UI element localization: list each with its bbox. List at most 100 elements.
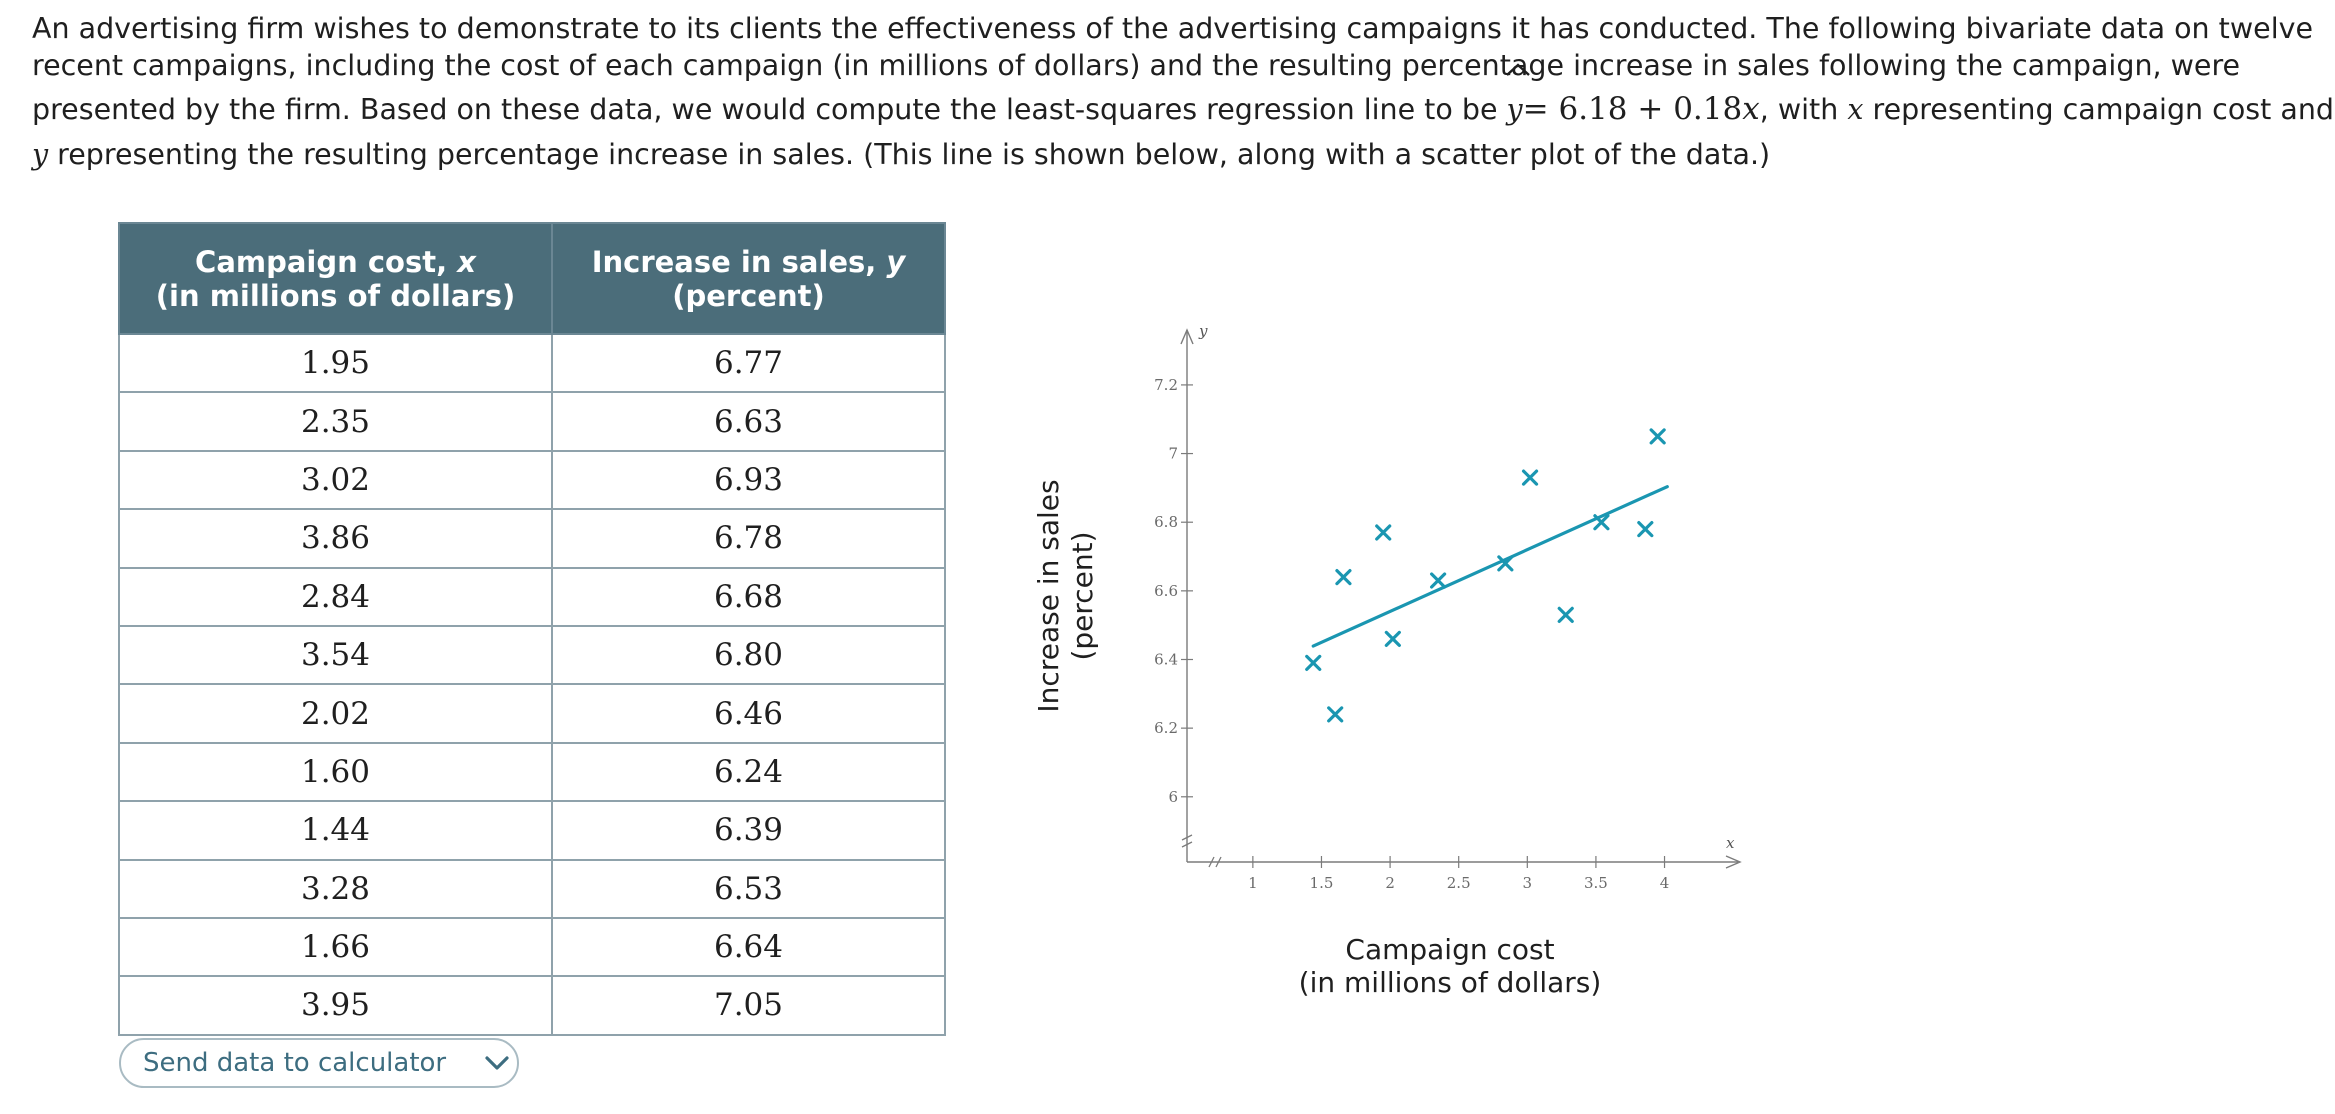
x-variable: x [1847,93,1864,126]
data-point-marker [1384,630,1401,648]
y-tick-label: 7 [1168,445,1178,463]
cell-y: 6.24 [551,741,946,803]
yhat-letter: y [1506,93,1523,126]
x-axis-break [1208,856,1222,868]
y-axis-break [1181,834,1193,848]
y-tick-label: 6.6 [1154,582,1178,600]
send-data-label: Send data to calculator [143,1048,447,1078]
regression-equation-yhat: y [1505,63,1530,128]
x-tick-label: 1 [1248,874,1258,892]
problem-line-3: presented by the firm. Based on these da… [32,63,2334,128]
data-point-marker [1557,606,1574,623]
header-sales-increase: Increase in sales, y (percent) [551,222,946,335]
problem-line-2: recent campaigns, including the cost of … [32,49,2241,82]
cell-x: 2.35 [118,391,553,452]
problem-line-4-text: representing the resulting percentage in… [57,138,1771,171]
regression-equation: = 6.18 + 0.18 [1522,91,1743,127]
cell-y: 6.77 [551,332,946,394]
table-row: 1.44 6.39 [118,800,946,861]
data-point-marker [1521,469,1539,486]
data-point-marker [1637,520,1654,538]
data-point-marker [1305,654,1322,672]
data-point-marker [1375,524,1392,541]
x-axis-var: x [1726,834,1735,852]
regression-line [1311,485,1669,648]
problem-statement: An advertising firm wishes to demonstrat… [32,10,2334,173]
header-x-label: Campaign cost, [195,244,458,279]
regression-equation-var: x [1742,91,1760,127]
table-row: 1.60 6.24 [118,741,946,803]
header-x-var: x [457,244,476,279]
cell-x: 3.02 [118,449,553,511]
y-axis-title-line-2: (percent) [1066,531,1099,660]
cell-x: 3.28 [118,858,553,919]
x-tick-label: 3 [1523,874,1533,892]
table-row: 1.66 6.64 [118,916,946,978]
data-table: Campaign cost, x (in millions of dollars)… [118,222,946,1036]
data-point-marker [1327,706,1344,723]
cell-y: 6.93 [551,449,946,511]
problem-line-4: y representing the resulting percentage … [32,136,2312,173]
chevron-down-icon [485,1056,509,1070]
cell-y: 6.64 [551,916,946,978]
scatter-chart: y x 1 1.5 2 2.5 3 3.5 4 6 6.2 6.4 6.6 6.8 7 7.2 Campaign… [1032,322,1742,999]
cell-x: 2.02 [118,683,553,744]
problem-line-3-text: presented by the firm. Based on these da… [32,93,1498,126]
y-axis-var: y [1198,322,1208,340]
hat-icon [1505,63,1530,76]
x-axis-title-line-2: (in millions of dollars) [1299,966,1602,999]
table-row: 3.02 6.93 [118,449,946,511]
data-point-marker [1593,514,1610,531]
y-tick-label: 7.2 [1154,376,1178,394]
header-x-unit: (in millions of dollars) [155,278,516,313]
x-tick-label: 3.5 [1584,874,1608,892]
x-tick-label: 1.5 [1310,874,1334,892]
cell-x: 3.86 [118,508,553,569]
table-row: 2.35 6.63 [118,391,946,452]
y-axis-arrow [1180,328,1194,345]
header-y-unit: (percent) [672,278,825,313]
y-tick-label: 6.8 [1154,513,1178,531]
send-data-to-calculator-button[interactable]: Send data to calculator [119,1038,519,1088]
header-campaign-cost: Campaign cost, x (in millions of dollars) [118,222,553,335]
problem-line-3-rest: representing campaign cost and [1872,93,2334,126]
cell-x: 3.54 [118,624,553,686]
cell-x: 1.66 [118,916,553,978]
table-row: 2.84 6.68 [118,566,946,627]
cell-y: 7.05 [551,975,946,1036]
cell-x: 1.44 [118,800,553,861]
y-variable: y [32,138,49,171]
cell-y: 6.78 [551,508,946,569]
x-tick-label: 2.5 [1447,874,1471,892]
problem-line-3-with: , with [1759,93,1839,126]
cell-y: 6.68 [551,566,946,627]
y-tick-label: 6.2 [1154,719,1178,737]
cell-y: 6.46 [551,683,946,744]
y-tick-label: 6 [1168,788,1178,806]
header-y-var: y [886,244,906,279]
problem-line-1: An advertising firm wishes to demonstrat… [32,12,2314,45]
cell-y: 6.53 [551,858,946,919]
cell-x: 3.95 [118,975,553,1036]
cell-x: 2.84 [118,566,553,627]
data-point-marker [1430,572,1447,589]
y-tick-label: 6.4 [1154,650,1178,668]
table-header-row: Campaign cost, x (in millions of dollars)… [118,222,946,335]
cell-y: 6.80 [551,624,946,686]
table-row: 2.02 6.46 [118,683,946,744]
x-axis-arrow [1725,855,1742,869]
cell-y: 6.63 [551,391,946,452]
header-y-label: Increase in sales, [591,244,887,279]
y-axis-title-line-1: Increase in sales [1032,479,1065,712]
cell-y: 6.39 [551,800,946,861]
table-row: 1.95 6.77 [118,332,946,394]
cell-x: 1.95 [118,332,553,394]
table-row: 3.28 6.53 [118,858,946,919]
table-row: 3.95 7.05 [118,975,946,1036]
data-point-marker [1497,555,1514,572]
table-row: 3.54 6.80 [118,624,946,686]
data-point-marker [1335,569,1352,586]
x-axis-title-line-1: Campaign cost [1345,933,1554,966]
data-point-marker [1649,428,1666,445]
x-tick-label: 2 [1385,874,1395,892]
